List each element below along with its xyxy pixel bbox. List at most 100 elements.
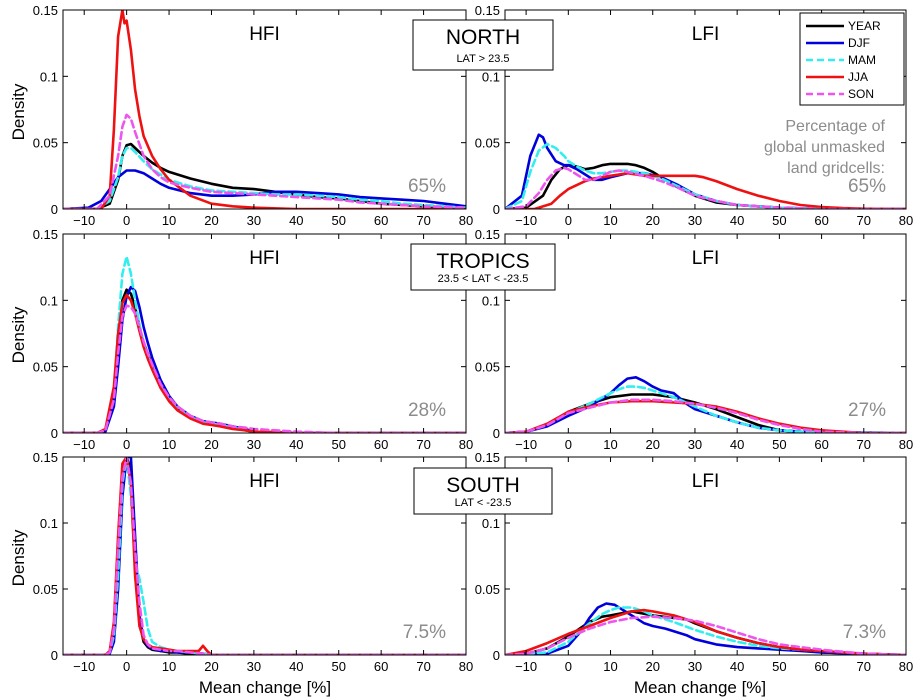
series-group — [63, 10, 466, 209]
y-tick-label: 0.05 — [475, 582, 500, 597]
x-tick-label: 20 — [204, 659, 218, 674]
x-tick-label: 40 — [730, 213, 744, 228]
x-tick-label: 80 — [899, 659, 913, 674]
panel-south-lfi: −10 0 10 20 30 40 50 60 70 80 0 0.05 0.1 0.15 LFI 7.3% — [475, 450, 914, 674]
x-tick-label: 0 — [123, 213, 130, 228]
y-tick-label: 0.1 — [40, 293, 58, 308]
x-tick-label: 0 — [565, 659, 572, 674]
series-group — [505, 602, 906, 655]
region-box-frame — [413, 467, 553, 515]
series-line-son — [63, 457, 466, 655]
y-tick-label: 0.1 — [482, 69, 500, 84]
y-tick-label: 0.05 — [475, 360, 500, 375]
x-tick-label: −10 — [73, 659, 95, 674]
percentage-label: 7.5% — [403, 622, 446, 643]
x-tick-label: 30 — [688, 213, 702, 228]
region-name: TROPICS — [436, 250, 529, 273]
x-tick-label: 80 — [899, 213, 913, 228]
y-tick-label: 0.05 — [33, 360, 58, 375]
x-tick-label: 20 — [646, 213, 660, 228]
x-tick-label: 80 — [459, 659, 473, 674]
y-tick-label: 0.15 — [475, 3, 500, 18]
x-axis-label-left: Mean change [%] — [199, 678, 331, 697]
annotation-line: Percentage of — [785, 118, 885, 135]
y-tick-label: 0.1 — [40, 516, 58, 531]
panel-tropics-lfi: −10 0 10 20 30 40 50 60 70 80 0 0.05 0.1 0.15 LFI 27% — [475, 227, 914, 452]
x-tick-label: 40 — [289, 437, 303, 452]
x-tick-label: 50 — [332, 659, 346, 674]
region-name: SOUTH — [446, 474, 520, 497]
region-box-frame — [410, 243, 556, 291]
panel-north-lfi: −10 0 10 20 30 40 50 60 70 80 0 0.05 0.1 0.15 LFI 65% — [475, 3, 914, 228]
region-box-north: NORTH LAT > 23.5 — [412, 19, 554, 71]
y-tick-label: 0.1 — [482, 293, 500, 308]
x-tick-label: 60 — [814, 437, 828, 452]
x-tick-label: 0 — [565, 213, 572, 228]
panel-north-hfi: −10 0 10 20 30 40 50 60 70 80 0 0.05 0.1 0.15 HFI 65% — [33, 3, 474, 228]
series-line-son — [505, 398, 906, 433]
x-tick-label: 50 — [772, 437, 786, 452]
x-tick-label: 70 — [857, 659, 871, 674]
labels-layer: Density Density Density Mean change [%] … — [9, 83, 766, 697]
x-tick-label: 10 — [603, 437, 617, 452]
x-tick-label: 50 — [332, 213, 346, 228]
x-tick-label: 60 — [814, 213, 828, 228]
x-tick-label: 80 — [459, 437, 473, 452]
plot-frame — [504, 233, 907, 434]
x-tick-label: 70 — [857, 213, 871, 228]
panel-title: LFI — [692, 471, 719, 492]
x-tick-label: 70 — [416, 659, 430, 674]
y-tick-label: 0 — [51, 648, 58, 663]
y-axis-label-tropics: Density — [9, 306, 28, 363]
legend-label-jja: JJA — [848, 70, 868, 84]
series-line-jja — [63, 293, 466, 433]
plot-frame — [62, 456, 467, 656]
y-tick-label: 0.15 — [33, 227, 58, 242]
x-tick-label: −10 — [73, 437, 95, 452]
x-tick-label: 40 — [730, 437, 744, 452]
x-tick-label: 10 — [162, 437, 176, 452]
x-tick-label: 50 — [772, 659, 786, 674]
region-subtitle: 23.5 < LAT < -23.5 — [438, 273, 529, 285]
panel-title: HFI — [249, 24, 280, 45]
y-tick-label: 0.05 — [33, 136, 58, 151]
x-tick-label: 10 — [603, 213, 617, 228]
x-tick-label: 50 — [332, 437, 346, 452]
series-line-son — [63, 113, 466, 209]
x-tick-label: 20 — [204, 437, 218, 452]
x-tick-label: 10 — [603, 659, 617, 674]
series-line-mam — [505, 385, 906, 433]
annotation-line: land gridcells: — [787, 160, 885, 177]
region-name: NORTH — [446, 26, 520, 49]
x-tick-label: 30 — [247, 213, 261, 228]
x-tick-label: 0 — [123, 437, 130, 452]
y-tick-label: 0.15 — [33, 450, 58, 465]
annotation: Percentage of global unmasked land gridcel… — [764, 118, 886, 177]
x-axis-label-right: Mean change [%] — [634, 678, 766, 697]
y-axis-label-north: Density — [9, 83, 28, 140]
x-tick-label: 30 — [247, 659, 261, 674]
series-line-mam — [63, 255, 466, 433]
x-tick-label: 40 — [289, 213, 303, 228]
region-subtitle: LAT > 23.5 — [456, 53, 509, 65]
plot-frame — [62, 233, 467, 434]
panel-title: LFI — [692, 24, 719, 45]
plot-frame — [504, 9, 907, 210]
region-subtitle: LAT < -23.5 — [455, 497, 512, 509]
panels-layer: −10 0 10 20 30 40 50 60 70 80 0 0.05 0.1 0.15 HFI 65% −1… — [33, 3, 914, 674]
legend-label-mam: MAM — [848, 53, 876, 67]
y-axis-label-south: Density — [9, 529, 28, 586]
y-tick-label: 0.05 — [33, 582, 58, 597]
x-tick-label: 30 — [688, 437, 702, 452]
percentage-label: 65% — [408, 176, 446, 197]
series-group — [505, 376, 906, 433]
series-line-mam — [63, 146, 466, 209]
x-tick-label: 30 — [247, 437, 261, 452]
y-tick-label: 0.15 — [475, 227, 500, 242]
series-line-jja — [505, 608, 906, 655]
panel-tropics-hfi: −10 0 10 20 30 40 50 60 70 80 0 0.05 0.1 0.15 HFI 28% — [33, 227, 474, 452]
x-tick-label: 20 — [204, 213, 218, 228]
panel-title: HFI — [249, 248, 280, 269]
y-tick-label: 0 — [493, 648, 500, 663]
